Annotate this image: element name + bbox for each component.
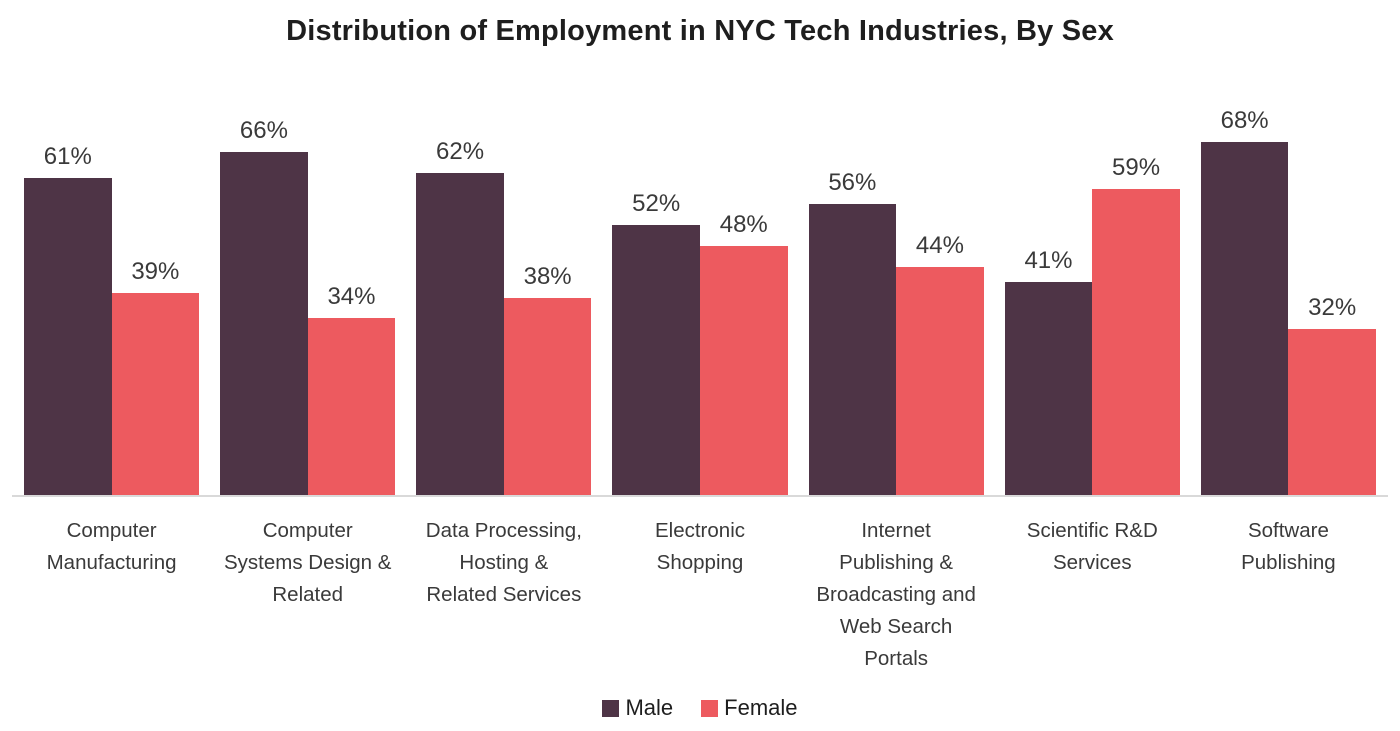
female-bar-column: 59% (1092, 154, 1180, 495)
male-swatch-icon (602, 699, 620, 717)
male-bar (808, 204, 897, 495)
male-bar (1004, 282, 1093, 495)
male-bar-value-label: 62% (436, 138, 485, 165)
male-bar-value-label: 56% (828, 169, 877, 196)
x-axis-label: Internet Publishing & Broadcasting and W… (816, 519, 976, 670)
chart-title: Distribution of Employment in NYC Tech I… (286, 15, 1114, 47)
female-bar-column: 48% (699, 211, 788, 495)
female-bar-value-label: 32% (1308, 294, 1357, 321)
female-bar-value-label: 44% (915, 232, 964, 259)
bar-group: 62% 38% (416, 138, 592, 495)
female-bar (111, 293, 200, 495)
plot-area: 61% 39% 66% 34% 62% 38% 52% 48% 56% 44% 41% 59% 68% 3… (12, 49, 1388, 497)
male-bar-column: 61% (24, 143, 112, 495)
male-bar-value-label: 68% (1220, 107, 1269, 134)
x-axis-label: Computer Manufacturing (46, 519, 177, 574)
female-swatch-icon (701, 699, 719, 717)
bar-group: 52% 48% (612, 190, 788, 495)
female-bar-value-label: 59% (1112, 154, 1161, 181)
male-bar (1200, 142, 1289, 495)
x-axis-labels: Computer Manufacturing Computer Systems D… (12, 515, 1388, 675)
legend-item-female: Female (701, 695, 798, 721)
x-axis-label: Electronic Shopping (654, 519, 745, 574)
male-bar-column: 52% (612, 190, 700, 495)
male-bar (612, 225, 700, 495)
male-bar (220, 152, 308, 495)
female-bar (503, 298, 592, 495)
legend: Male Female (0, 695, 1400, 721)
female-bar (896, 267, 984, 495)
female-bar-value-label: 38% (523, 263, 572, 290)
male-bar-value-label: 52% (632, 190, 681, 217)
legend-label-male: Male (625, 695, 674, 720)
male-bar-value-label: 61% (43, 143, 92, 170)
legend-label-female: Female (724, 695, 798, 720)
female-bar-column: 38% (503, 263, 592, 495)
female-bar-column: 44% (896, 232, 984, 495)
female-bar (307, 318, 396, 495)
male-bar-value-label: 66% (239, 117, 288, 144)
male-bar-column: 68% (1200, 107, 1289, 495)
female-bar-value-label: 48% (719, 211, 768, 238)
bar-group: 68% 32% (1200, 107, 1376, 495)
bar-group: 66% 34% (220, 117, 396, 495)
x-axis-label: Data Processing, Hosting & Related Servi… (425, 519, 582, 606)
male-bar (416, 173, 504, 495)
female-bar-value-label: 34% (327, 283, 376, 310)
male-bar-column: 62% (416, 138, 504, 495)
female-bar-column: 32% (1288, 294, 1376, 495)
male-bar-column: 41% (1004, 247, 1093, 495)
female-bar (1092, 189, 1180, 495)
female-bar-column: 34% (307, 283, 396, 495)
male-bar-value-label: 41% (1024, 247, 1073, 274)
male-bar (24, 178, 112, 495)
bar-group: 41% 59% (1004, 154, 1180, 495)
x-axis-label: Software Publishing (1241, 519, 1336, 574)
x-axis-label: Scientific R&D Services (1026, 519, 1158, 574)
female-bar-value-label: 39% (131, 258, 180, 285)
male-bar-column: 56% (808, 169, 897, 495)
female-bar (1288, 329, 1376, 495)
female-bar (699, 246, 788, 495)
male-bar-column: 66% (220, 117, 308, 495)
bar-group: 56% 44% (808, 169, 984, 495)
female-bar-column: 39% (111, 258, 200, 495)
legend-item-male: Male (602, 695, 673, 721)
bar-group: 61% 39% (24, 143, 200, 495)
x-axis-label: Computer Systems Design & Related (223, 519, 392, 606)
